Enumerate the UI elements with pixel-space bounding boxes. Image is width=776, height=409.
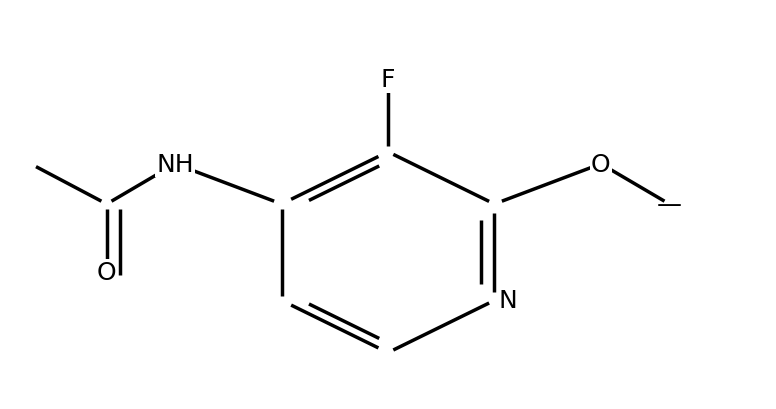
Text: N: N <box>498 289 517 312</box>
Text: O: O <box>97 261 116 285</box>
Text: —: — <box>656 193 682 216</box>
Text: O: O <box>591 153 611 176</box>
Text: NH: NH <box>156 153 194 176</box>
Text: F: F <box>381 68 395 92</box>
